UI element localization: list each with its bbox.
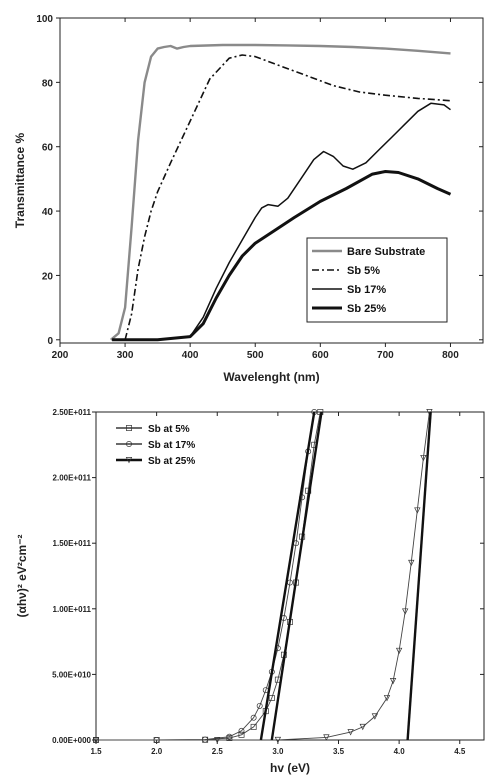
x-tick-label: 300	[117, 350, 134, 361]
y-tick-label: 5.00E+010	[52, 670, 91, 679]
y-tick-label: 60	[42, 143, 54, 154]
x-tick-label: 600	[312, 350, 329, 361]
data-point	[408, 559, 415, 567]
data-point	[250, 714, 257, 721]
fit-line-0	[270, 411, 323, 741]
y-tick-label: 100	[36, 14, 53, 25]
data-point	[268, 695, 275, 701]
legend-marker	[125, 457, 133, 464]
x-axis-label: hv (eV)	[270, 761, 310, 775]
fit-line-1	[259, 411, 316, 741]
data-point	[389, 678, 397, 685]
y-tick-label: 20	[42, 271, 54, 282]
data-point	[256, 702, 263, 709]
y-tick-label: 1.50E+011	[53, 539, 92, 548]
data-point	[414, 507, 421, 514]
x-axis-label: Wavelenght (nm)	[223, 370, 319, 384]
data-point	[347, 729, 354, 736]
x-tick-label: 3.0	[272, 747, 284, 756]
legend-marker	[126, 425, 132, 431]
y-axis-label: (αhν)² eV²cm⁻²	[15, 534, 29, 617]
legend: Bare Substrate Sb 5% Sb 17% Sb 25%	[306, 237, 448, 323]
x-tick-label: 4.5	[454, 747, 466, 756]
y-tick-label: 80	[42, 78, 54, 89]
legend-label: Sb 5%	[347, 265, 380, 277]
data-point	[238, 727, 245, 734]
data-point	[426, 409, 433, 416]
x-tick-label: 400	[182, 350, 199, 361]
legend-label: Sb 25%	[347, 303, 386, 315]
y-tick-label: 0	[47, 336, 53, 347]
plot-frame	[59, 17, 484, 344]
data-point	[274, 736, 282, 744]
y-axis-label: Transmittance %	[13, 132, 27, 228]
data-point	[323, 734, 330, 741]
y-tick-label: 1.00E+011	[53, 605, 92, 614]
x-tick-label: 4.0	[394, 747, 406, 756]
data-point	[214, 737, 221, 744]
plot-frame	[95, 411, 485, 741]
series-line-2	[112, 102, 451, 341]
series-line-1	[124, 54, 451, 340]
x-tick-label: 700	[377, 350, 394, 361]
legend: Sb at 5% Sb at 17% Sb at 25%	[116, 424, 195, 467]
x-tick-label: 500	[247, 350, 264, 361]
data-point	[226, 733, 233, 740]
legend-label: Sb 17%	[347, 284, 386, 296]
legend-label: Sb at 5%	[148, 424, 190, 435]
y-tick-label: 2.00E+011	[53, 474, 92, 483]
x-tick-label: 3.5	[333, 747, 345, 756]
y-tick-label: 40	[42, 207, 54, 218]
x-tick-label: 2.0	[151, 747, 163, 756]
y-tick-label: 0.00E+000	[52, 736, 91, 745]
legend-label: Sb at 17%	[148, 440, 195, 451]
data-point	[402, 608, 409, 615]
x-tick-label: 1.5	[90, 747, 102, 756]
data-point	[371, 713, 379, 720]
y-tick-label: 2.50E+011	[53, 408, 92, 417]
series-line-2	[96, 411, 430, 741]
data-point	[250, 723, 257, 730]
fit-line-2	[406, 411, 432, 741]
data-point	[395, 647, 403, 655]
data-point	[92, 737, 100, 744]
data-point	[383, 695, 391, 702]
data-point	[238, 731, 245, 738]
legend-label: Sb at 25%	[148, 456, 195, 467]
data-point	[359, 723, 366, 731]
legend-marker	[126, 441, 132, 447]
x-tick-label: 800	[442, 350, 459, 361]
series-line-3	[112, 170, 452, 342]
x-tick-label: 2.5	[212, 747, 224, 756]
series-line-1	[96, 411, 315, 741]
x-tick-label: 200	[52, 350, 69, 361]
transmittance-chart: 200 300 400 500 600 700 800 0 20 40 60 80 100 Wavele…	[13, 14, 484, 384]
series-line-0	[110, 43, 451, 341]
tauc-chart: 1.5 2.0 2.5 3.0 3.5 4.0 4.5 0.00E+000 5.00E+010 1…	[15, 408, 485, 775]
data-point	[420, 454, 427, 462]
legend-label: Bare Substrate	[347, 246, 425, 258]
